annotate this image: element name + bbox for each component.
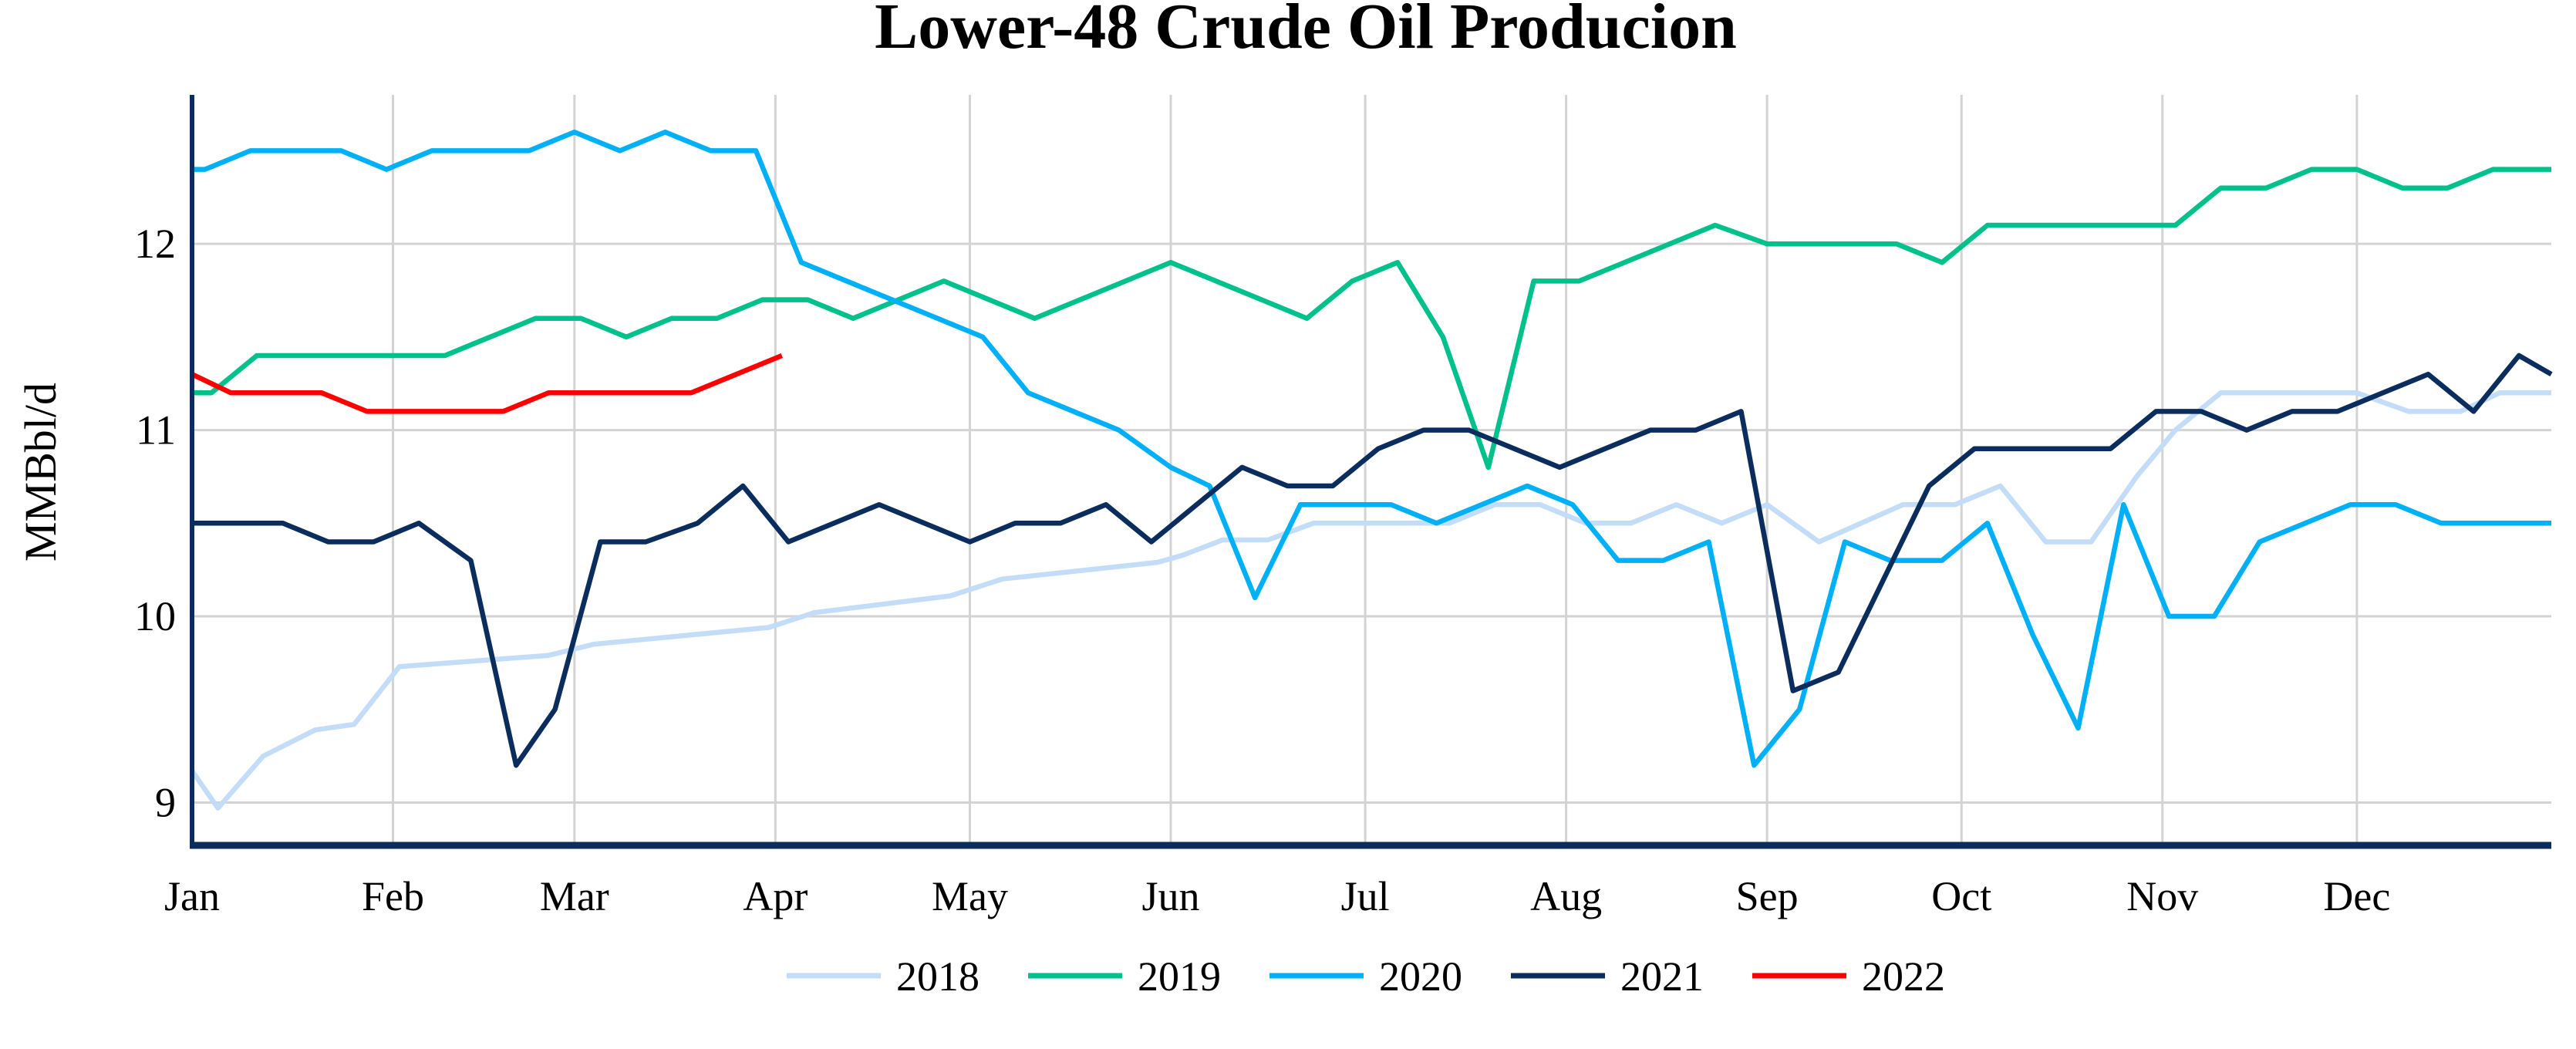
x-tick-label: Jul: [1341, 873, 1390, 919]
legend-label: 2018: [896, 953, 979, 1000]
x-tick-labels: Jan Feb Mar Apr May Jun Jul Aug Sep Oct Nov Dec: [164, 873, 2390, 919]
x-tick-label: Apr: [743, 873, 808, 919]
x-tick-label: Sep: [1736, 873, 1799, 919]
x-tick-label: May: [932, 873, 1008, 919]
x-tick-label: Mar: [540, 873, 609, 919]
series-line-2018: [190, 390, 2551, 811]
series-lines: [190, 130, 2553, 811]
y-axis-label: MMBbl/d: [15, 383, 66, 562]
x-tick-label: Jun: [1141, 873, 1199, 919]
legend-item-2018[interactable]: 2018: [787, 953, 979, 1000]
legend-label: 2020: [1379, 953, 1462, 1000]
x-tick-label: Oct: [1931, 873, 1991, 919]
x-tick-label: Jan: [164, 873, 220, 919]
series-line-2020: [192, 130, 2551, 768]
y-tick-label: 9: [155, 779, 176, 825]
legend-label: 2022: [1862, 953, 1945, 1000]
y-tick-label: 12: [134, 221, 176, 267]
chart-title: Lower-48 Crude Oil Producion: [875, 0, 1737, 62]
x-tick-label: Aug: [1530, 873, 1602, 919]
legend-item-2022[interactable]: 2022: [1752, 953, 1945, 1000]
y-tick-label: 11: [136, 407, 176, 454]
legend-label: 2021: [1620, 953, 1704, 1000]
x-tick-label: Dec: [2323, 873, 2390, 919]
series-line-2021: [192, 352, 2553, 768]
gridlines: [192, 95, 2551, 845]
legend-item-2019[interactable]: 2019: [1028, 953, 1221, 1000]
legend-label: 2019: [1138, 953, 1221, 1000]
x-tick-label: Nov: [2126, 873, 2198, 919]
series-line-2022: [191, 352, 784, 414]
series-line-2019: [192, 167, 2551, 471]
legend-item-2021[interactable]: 2021: [1511, 953, 1704, 1000]
legend: 2018 2019 2020 2021 2022: [787, 953, 1945, 1000]
y-tick-labels: 9 10 11 12: [134, 221, 176, 825]
y-tick-label: 10: [134, 593, 176, 639]
x-tick-label: Feb: [362, 873, 424, 919]
legend-item-2020[interactable]: 2020: [1269, 953, 1462, 1000]
